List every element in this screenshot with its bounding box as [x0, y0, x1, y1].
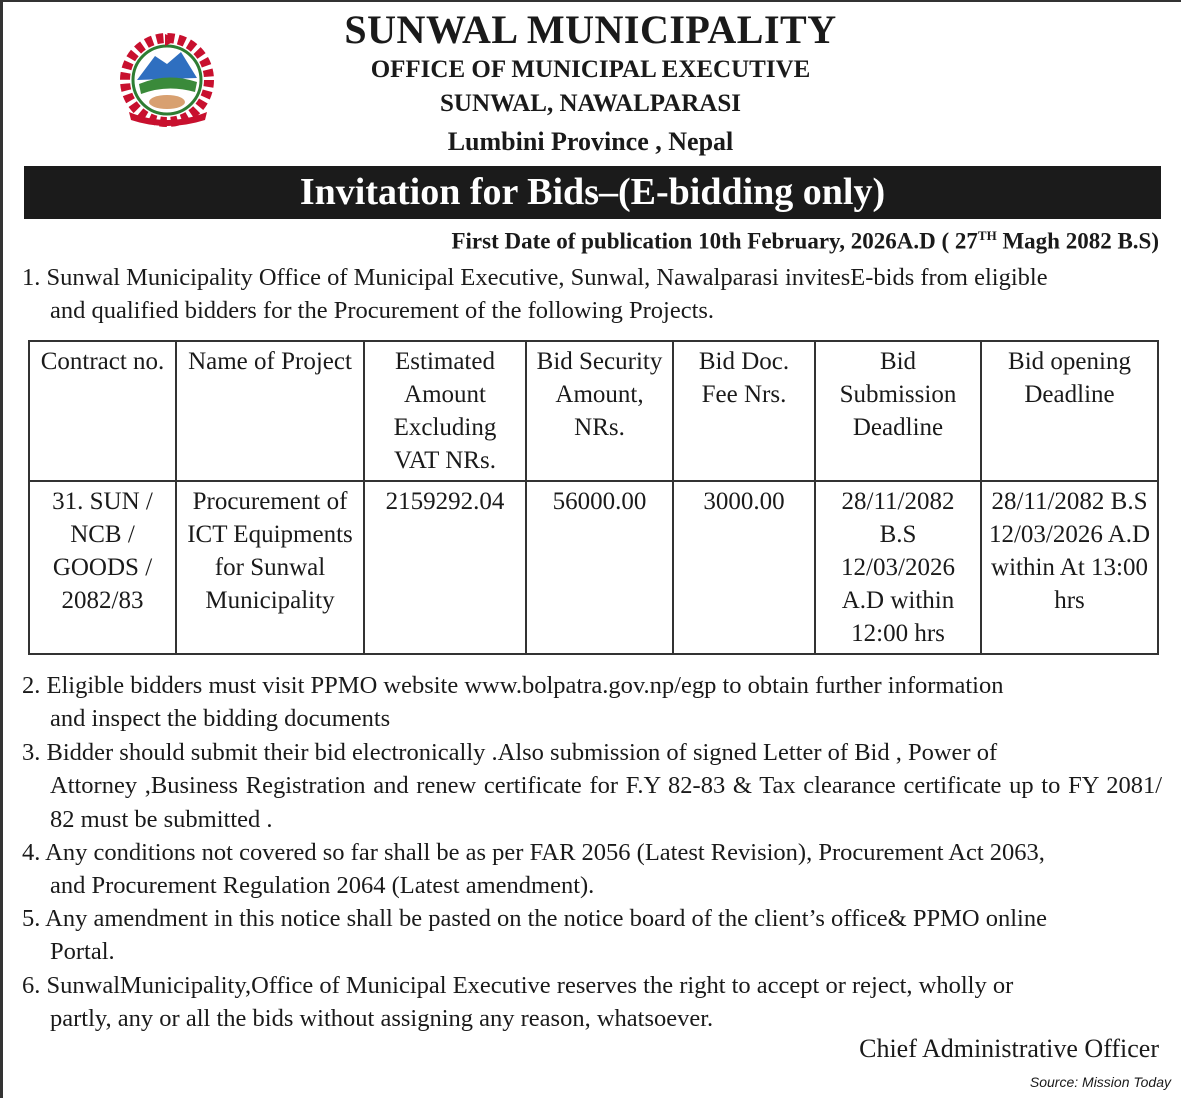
clause-4: 4. Any conditions not covered so far sha… [22, 836, 1162, 903]
municipality-title: SUNWAL MUNICIPALITY [344, 7, 837, 52]
cell-contract-no: 31. SUN / NCB / GOODS / 2082/83 [28, 480, 177, 655]
signatory: Chief Administrative Officer [859, 1034, 1159, 1063]
col-contract-no: Contract no. [28, 340, 177, 482]
clause-text: partly, any or all the bids without assi… [50, 1005, 714, 1033]
col-estimated-amount: Estimated Amount Excluding VAT NRs. [363, 340, 527, 482]
clause-text: 5. Any amendment in this notice shall be… [22, 905, 1047, 932]
location: SUNWAL, NAWALPARASI [440, 90, 741, 117]
cell-opening-deadline: 28/11/2082 B.S 12/03/2026 A.D within At … [980, 480, 1159, 655]
office-name: OFFICE OF MUNICIPAL EXECUTIVE [370, 56, 811, 83]
table-row: 31. SUN / NCB / GOODS / 2082/83 Procurem… [28, 480, 1159, 655]
clause-text: and inspect the bidding documents [50, 705, 391, 733]
clause-6: 6. SunwalMunicipality,Office of Municipa… [22, 969, 1162, 1036]
clause-1: 1. Sunwal Municipality Office of Municip… [22, 261, 1162, 328]
bid-table: Contract no. Name of Project Estimated A… [28, 340, 1159, 655]
publication-date: First Date of publication 10th February,… [451, 228, 1159, 255]
col-opening-deadline: Bid opening Deadline [980, 340, 1159, 482]
col-submission-deadline: Bid Submission Deadline [814, 340, 982, 482]
source-credit: Source: Mission Today [1029, 1074, 1171, 1090]
col-bid-security: Bid Security Amount, NRs. [525, 340, 674, 482]
publication-tail: Magh 2082 B.S) [996, 228, 1159, 254]
table-header-row: Contract no. Name of Project Estimated A… [28, 340, 1159, 482]
clause-text: Attorney ,Business Registration and rene… [50, 772, 1162, 833]
publication-sup: TH [977, 228, 997, 243]
clause-text: and qualified bidders for the Procuremen… [50, 297, 715, 325]
cell-estimated-amount: 2159292.04 [363, 480, 527, 655]
cell-doc-fee: 3000.00 [672, 480, 816, 655]
clause-3: 3. Bidder should submit their bid electr… [22, 736, 1162, 836]
cell-project-name: Procurement of ICT Equipments for Sunwal… [175, 480, 365, 655]
col-doc-fee: Bid Doc. Fee Nrs. [672, 340, 816, 482]
clause-2: 2. Eligible bidders must visit PPMO webs… [22, 669, 1162, 736]
clause-5: 5. Any amendment in this notice shall be… [22, 902, 1162, 969]
cell-submission-deadline: 28/11/2082 B.S 12/03/2026 A.D within 12:… [814, 480, 982, 655]
clause-text: 1. Sunwal Municipality Office of Municip… [22, 264, 1048, 291]
clause-text: 2. Eligible bidders must visit PPMO webs… [22, 672, 1004, 699]
clause-text: Portal. [50, 938, 115, 966]
clause-text: 3. Bidder should submit their bid electr… [22, 739, 998, 766]
province: Lumbini Province , Nepal [447, 127, 734, 156]
cell-bid-security: 56000.00 [525, 480, 674, 655]
clause-text: 4. Any conditions not covered so far sha… [22, 839, 1045, 866]
nepal-emblem-icon [120, 33, 214, 127]
clause-text: 6. SunwalMunicipality,Office of Municipa… [22, 972, 1014, 999]
notice-banner: Invitation for Bids–(E-bidding only) [24, 166, 1161, 219]
col-project-name: Name of Project [175, 340, 365, 482]
publication-text: First Date of publication 10th February,… [451, 228, 978, 254]
clause-text: and Procurement Regulation 2064 (Latest … [50, 872, 595, 900]
